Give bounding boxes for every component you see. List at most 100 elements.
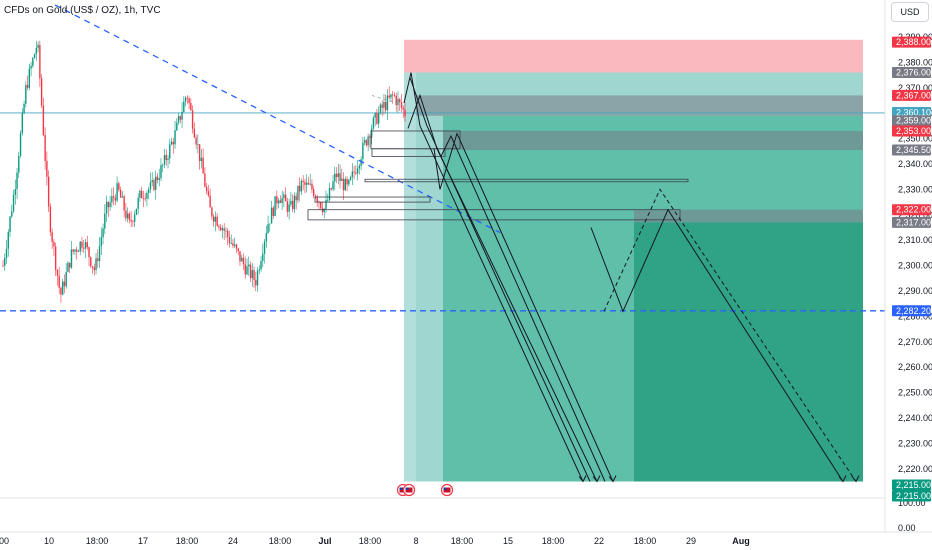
time-axis[interactable]: 00 10 18:00 17 18:00 24 18:00 Jul 18:00 8 18:00 15 1…: [0, 531, 932, 546]
candle-body: [399, 99, 401, 103]
candle-body: [151, 180, 153, 183]
candle-body: [91, 266, 94, 268]
arrow-head-icon: [578, 475, 587, 483]
candle-body: [179, 116, 182, 120]
candle-body: [2, 265, 4, 267]
candle-body: [4, 257, 6, 266]
price-badge-bg: [892, 216, 931, 228]
candle-body: [133, 214, 136, 222]
candle-body: [330, 188, 332, 190]
candle-body: [291, 200, 294, 210]
candle-body: [328, 188, 331, 200]
x-tick-label: 18:00: [542, 536, 565, 546]
candle-body: [121, 196, 124, 198]
candle-body: [142, 198, 145, 199]
candle-body: [172, 141, 174, 145]
candle-body: [269, 223, 271, 225]
candle-body: [219, 227, 222, 231]
price-badge-bg: [892, 490, 931, 502]
zones-layer: [404, 39, 863, 482]
candle-body: [56, 269, 59, 276]
flag-stripes: [443, 487, 451, 493]
candle-body: [316, 197, 318, 202]
price-badge-bg: [892, 115, 931, 127]
y-tick-label: 2,380.00: [898, 57, 932, 67]
candle-body: [169, 144, 171, 159]
candle-body: [263, 241, 266, 254]
projected-path: [403, 72, 584, 482]
price-badge: 2,367.00: [892, 89, 931, 101]
currency-button[interactable]: USD: [891, 2, 929, 22]
candle-body: [102, 228, 104, 238]
y-tick-label: 2,280.00: [898, 311, 932, 321]
candle-body: [167, 158, 169, 160]
candle-body: [202, 157, 204, 174]
y-tick-label: 2,250.00: [898, 388, 932, 398]
candle-body: [88, 247, 90, 258]
volume-tick-label: 100.00: [898, 498, 926, 508]
candle-body: [335, 173, 338, 177]
candle-body: [204, 173, 206, 187]
economic-event-icon[interactable]: [440, 483, 454, 497]
rectangle-drawing: [307, 209, 681, 221]
price-badges: 2,388.002,376.002,367.002,360.1008:492,3…: [892, 36, 931, 502]
candle-body: [123, 196, 125, 211]
drawings-layer[interactable]: [54, 4, 860, 497]
candle-body: [53, 241, 55, 247]
candle-body: [234, 244, 236, 246]
dashed-projection-path: [603, 188, 857, 482]
x-tick-label: 22: [594, 536, 604, 546]
price-axis[interactable]: 2,390.002,380.002,370.002,360.002,350.00…: [884, 0, 932, 550]
candle-body: [228, 236, 231, 244]
candle-body: [221, 228, 224, 231]
candle-body: [230, 243, 232, 245]
grid-layer: [0, 112, 885, 499]
candle-body: [149, 182, 152, 190]
price-badge-bg: [892, 89, 931, 101]
candle-body: [186, 97, 189, 99]
candle-body: [118, 183, 120, 190]
candle-body: [404, 109, 406, 117]
price-badge-label: 2,360.10: [896, 107, 931, 117]
candle-body: [128, 213, 131, 220]
candle-body: [144, 198, 146, 200]
candle-body: [339, 173, 341, 181]
price-badge: 2,282.20: [892, 305, 931, 317]
candle-body: [342, 178, 345, 191]
x-tick-label: 15: [503, 536, 513, 546]
candle-body: [184, 97, 187, 102]
candle-body: [156, 176, 159, 180]
candle-body: [226, 230, 229, 237]
y-tick-label: 2,290.00: [898, 286, 932, 296]
candle-body: [311, 183, 313, 190]
interval-label: 1h: [124, 5, 136, 16]
x-tick-label: 18:00: [269, 536, 292, 546]
price-badge-bg: [892, 67, 931, 79]
candle-body: [65, 271, 67, 287]
candle-body: [216, 216, 218, 226]
y-tick-label: 2,270.00: [898, 337, 932, 347]
candle-body: [170, 141, 173, 145]
candle-body: [137, 197, 139, 209]
price-badge-label: 2,367.00: [896, 90, 931, 100]
candle-body: [7, 232, 9, 249]
candle-body: [42, 105, 45, 136]
flag-canton: [443, 487, 447, 490]
candle-body: [258, 269, 260, 271]
candle-body: [165, 155, 167, 160]
candle-body: [239, 251, 241, 262]
candle-body: [77, 251, 80, 252]
candle-body: [37, 44, 39, 48]
candle-body: [39, 44, 41, 79]
x-tick-label: 17: [138, 536, 148, 546]
candle-body: [276, 196, 278, 204]
candle-body: [97, 258, 99, 262]
candle-body: [293, 195, 296, 210]
economic-event-icon[interactable]: [402, 483, 416, 497]
x-tick-label: 8: [413, 536, 418, 546]
candle-body: [284, 194, 287, 202]
flag-canton: [399, 487, 403, 490]
candle-body: [327, 199, 329, 201]
